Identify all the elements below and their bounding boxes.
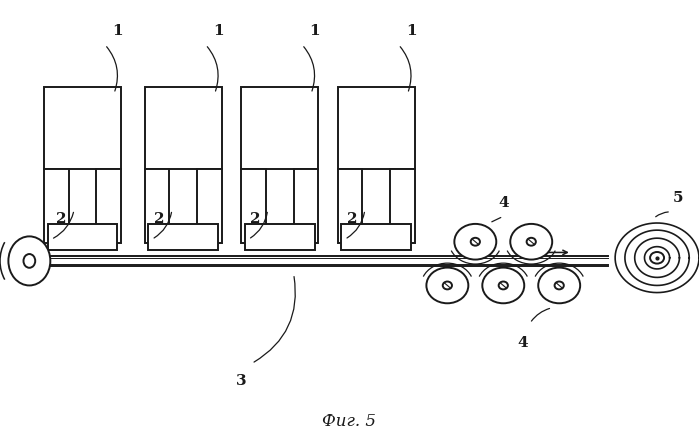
Text: 2: 2 [250, 211, 261, 226]
Text: 1: 1 [309, 24, 320, 38]
Bar [96, 169, 121, 243]
Text: Фиг. 5: Фиг. 5 [322, 413, 377, 430]
Text: 5: 5 [672, 191, 684, 206]
Text: 2: 2 [56, 211, 67, 226]
Text: 1: 1 [212, 24, 224, 38]
Text: 2: 2 [347, 211, 358, 226]
Ellipse shape [482, 268, 524, 303]
Ellipse shape [426, 268, 468, 303]
Bar [241, 87, 318, 169]
Bar [148, 224, 218, 250]
Ellipse shape [538, 268, 580, 303]
Ellipse shape [454, 224, 496, 260]
Ellipse shape [24, 254, 35, 268]
Bar [197, 169, 222, 243]
Ellipse shape [498, 281, 508, 289]
Text: 1: 1 [112, 24, 123, 38]
Ellipse shape [650, 252, 664, 264]
Bar [44, 169, 69, 243]
Ellipse shape [442, 281, 452, 289]
Ellipse shape [8, 236, 50, 285]
Bar [390, 169, 415, 243]
Text: 3: 3 [236, 374, 247, 388]
Bar [145, 87, 222, 169]
Bar [241, 169, 266, 243]
Bar [145, 169, 169, 243]
Ellipse shape [554, 281, 564, 289]
Ellipse shape [470, 238, 480, 246]
Text: 2: 2 [154, 211, 165, 226]
Bar [341, 224, 411, 250]
Bar [338, 87, 415, 169]
Bar [44, 87, 121, 169]
Ellipse shape [510, 224, 552, 260]
Text: 4: 4 [517, 336, 528, 351]
Text: 4: 4 [498, 196, 509, 210]
Bar [294, 169, 318, 243]
Bar [338, 169, 362, 243]
Bar [245, 224, 315, 250]
Text: 1: 1 [405, 24, 417, 38]
Ellipse shape [526, 238, 536, 246]
Bar [48, 224, 117, 250]
